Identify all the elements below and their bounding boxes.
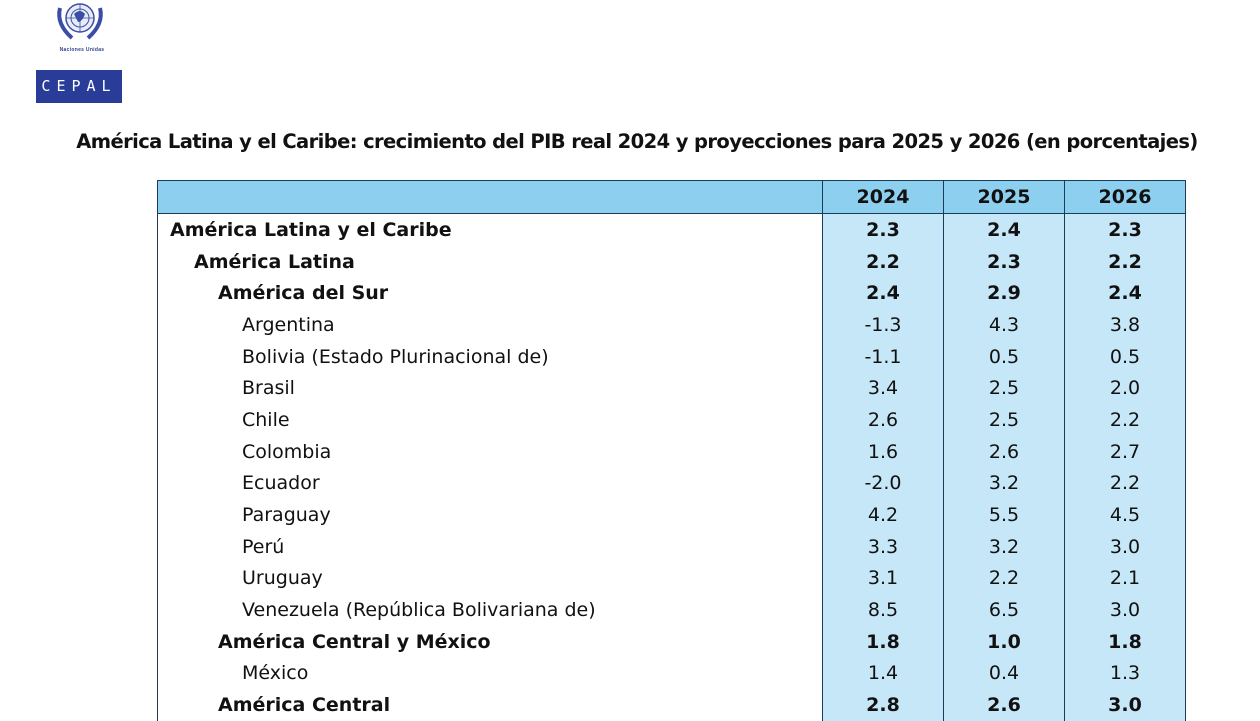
table-row: Paraguay 4.2 5.5 4.5 [157, 499, 1186, 531]
value-2024: 2.2 [822, 245, 944, 278]
value-2024: -1.3 [822, 309, 944, 341]
value-2024: 2.4 [822, 277, 944, 310]
value-2026: 2.2 [1064, 245, 1186, 278]
table-row: México 1.4 0.4 1.3 [157, 657, 1186, 690]
table-row: América Central y México 1.8 1.0 1.8 [157, 625, 1186, 658]
row-label: Perú [157, 530, 823, 563]
value-2024: -2.0 [822, 467, 944, 500]
table-row: Uruguay 3.1 2.2 2.1 [157, 562, 1186, 595]
row-label: América Central [157, 689, 823, 721]
row-label: América Latina y el Caribe [157, 213, 823, 246]
row-label: Uruguay [157, 562, 823, 595]
value-2026: 2.7 [1064, 435, 1186, 468]
gdp-table: 2024 2025 2026 América Latina y el Carib… [157, 180, 1186, 721]
table-row: Venezuela (República Bolivariana de) 8.5 6… [157, 594, 1186, 626]
value-2025: 0.4 [943, 657, 1065, 690]
table-row: América Central 2.8 2.6 3.0 [157, 689, 1186, 721]
value-2024: 2.3 [822, 213, 944, 246]
value-2025: 0.5 [943, 340, 1065, 373]
value-2026: 3.0 [1064, 689, 1186, 721]
value-2026: 4.5 [1064, 499, 1186, 531]
value-2026: 3.0 [1064, 594, 1186, 626]
value-2024: 1.8 [822, 625, 944, 658]
value-2026: 2.0 [1064, 372, 1186, 405]
header-row: 2024 2025 2026 [157, 180, 1186, 214]
value-2026: 3.0 [1064, 530, 1186, 563]
cepal-label: CEPAL [36, 70, 122, 103]
value-2024: -1.1 [822, 340, 944, 373]
value-2024: 3.1 [822, 562, 944, 595]
value-2026: 2.4 [1064, 277, 1186, 310]
value-2026: 3.8 [1064, 309, 1186, 341]
value-2025: 2.4 [943, 213, 1065, 246]
un-emblem-icon [57, 3, 103, 40]
table-row: Argentina -1.3 4.3 3.8 [157, 309, 1186, 341]
value-2025: 3.2 [943, 530, 1065, 563]
row-label: Venezuela (República Bolivariana de) [157, 594, 823, 626]
value-2026: 2.2 [1064, 404, 1186, 436]
value-2024: 1.6 [822, 435, 944, 468]
table-row: Colombia 1.6 2.6 2.7 [157, 435, 1186, 468]
header-2025: 2025 [943, 180, 1065, 214]
value-2026: 2.3 [1064, 213, 1186, 246]
value-2024: 8.5 [822, 594, 944, 626]
page-title: América Latina y el Caribe: crecimiento … [76, 130, 1198, 153]
cepal-logo: Naciones Unidas CEPAL [36, 0, 126, 104]
value-2025: 6.5 [943, 594, 1065, 626]
row-label: Brasil [157, 372, 823, 405]
table-row: América Latina y el Caribe 2.3 2.4 2.3 [157, 213, 1186, 246]
value-2025: 2.2 [943, 562, 1065, 595]
value-2025: 2.5 [943, 372, 1065, 405]
un-label: Naciones Unidas [59, 47, 105, 53]
value-2024: 3.4 [822, 372, 944, 405]
value-2025: 2.3 [943, 245, 1065, 278]
value-2025: 5.5 [943, 499, 1065, 531]
value-2025: 4.3 [943, 309, 1065, 341]
table-row: Ecuador -2.0 3.2 2.2 [157, 467, 1186, 500]
value-2025: 2.9 [943, 277, 1065, 310]
table-row: Chile 2.6 2.5 2.2 [157, 404, 1186, 436]
value-2024: 2.8 [822, 689, 944, 721]
value-2026: 2.1 [1064, 562, 1186, 595]
table-row: Bolivia (Estado Plurinacional de) -1.1 0.5… [157, 340, 1186, 373]
value-2025: 3.2 [943, 467, 1065, 500]
value-2026: 1.8 [1064, 625, 1186, 658]
row-label: América Central y México [157, 625, 823, 658]
table-row: Perú 3.3 3.2 3.0 [157, 530, 1186, 563]
value-2026: 0.5 [1064, 340, 1186, 373]
value-2024: 3.3 [822, 530, 944, 563]
value-2026: 1.3 [1064, 657, 1186, 690]
table-row: América Latina 2.2 2.3 2.2 [157, 245, 1186, 278]
value-2024: 1.4 [822, 657, 944, 690]
value-2025: 1.0 [943, 625, 1065, 658]
row-label: Ecuador [157, 467, 823, 500]
value-2025: 2.5 [943, 404, 1065, 436]
row-label: América Latina [157, 245, 823, 278]
value-2025: 2.6 [943, 435, 1065, 468]
header-2026: 2026 [1064, 180, 1186, 214]
value-2026: 2.2 [1064, 467, 1186, 500]
header-label [157, 180, 823, 214]
row-label: Chile [157, 404, 823, 436]
value-2025: 2.6 [943, 689, 1065, 721]
value-2024: 2.6 [822, 404, 944, 436]
header-2024: 2024 [822, 180, 944, 214]
row-label: América del Sur [157, 277, 823, 310]
row-label: Bolivia (Estado Plurinacional de) [157, 340, 823, 373]
row-label: Colombia [157, 435, 823, 468]
row-label: México [157, 657, 823, 690]
table-row: Brasil 3.4 2.5 2.0 [157, 372, 1186, 405]
table-row: América del Sur 2.4 2.9 2.4 [157, 277, 1186, 310]
row-label: Paraguay [157, 499, 823, 531]
row-label: Argentina [157, 309, 823, 341]
value-2024: 4.2 [822, 499, 944, 531]
